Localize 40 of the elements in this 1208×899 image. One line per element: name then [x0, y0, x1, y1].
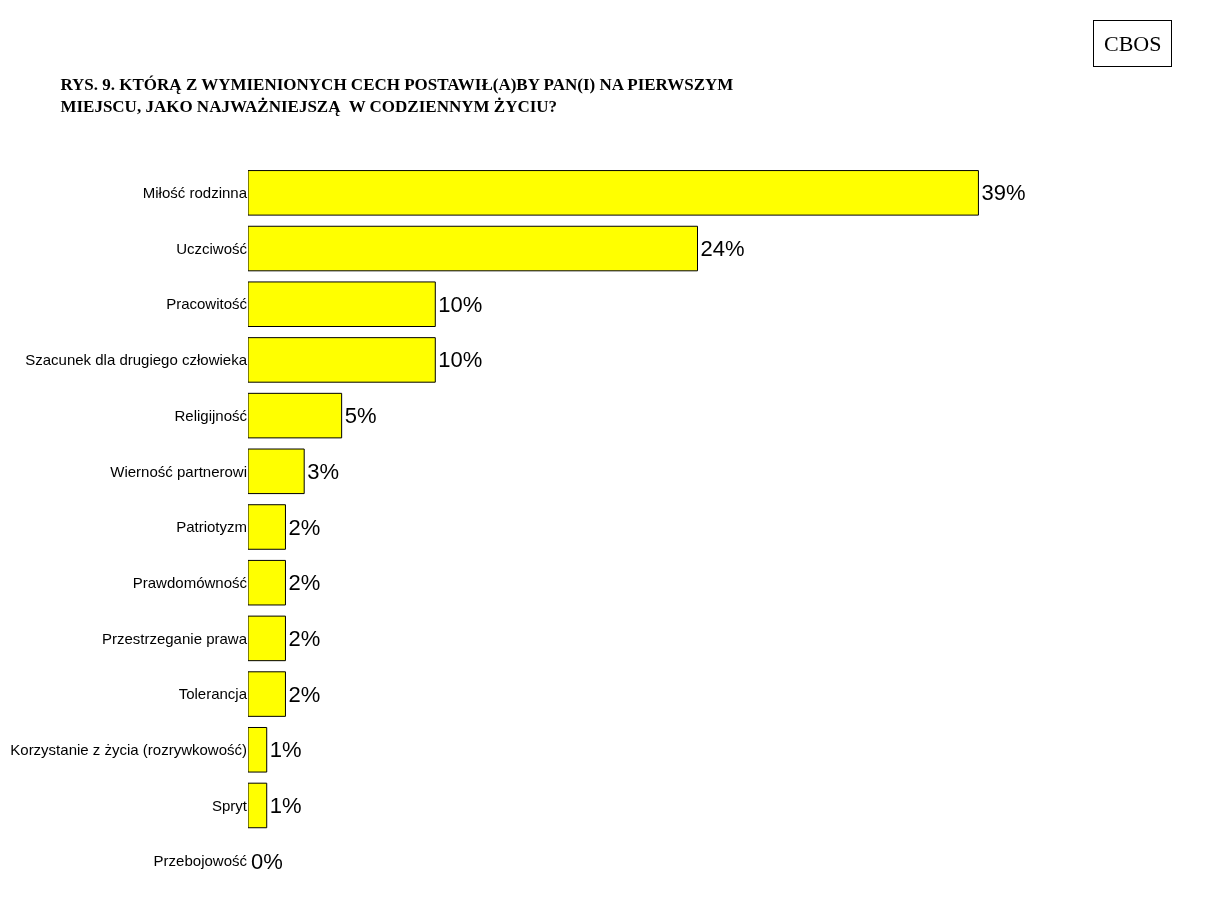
data-label: 2%	[288, 570, 321, 596]
y-tick-label: Tolerancja	[178, 685, 248, 703]
data-label: 1%	[269, 737, 302, 763]
bar	[248, 615, 286, 662]
y-tick-label: Uczciwość	[176, 239, 248, 257]
bar	[248, 170, 979, 216]
y-tick-label: Miłość rodzinna	[142, 184, 248, 202]
y-tick-label: Wierność partnerowi	[110, 462, 247, 480]
bar	[248, 337, 436, 383]
bar	[248, 782, 268, 829]
y-tick-label: Religijność	[174, 406, 248, 424]
data-label: 5%	[344, 403, 377, 429]
y-tick-label: Patriotyzm	[176, 518, 247, 536]
bar	[248, 504, 286, 550]
data-label: 10%	[438, 291, 483, 317]
y-tick-label: Spryt	[211, 796, 248, 814]
bar	[248, 392, 343, 439]
y-tick-label: Szacunek dla drugiego człowieka	[25, 351, 248, 369]
data-label: 39%	[981, 180, 1026, 206]
bar	[248, 671, 286, 717]
data-label: 2%	[288, 514, 321, 540]
bar	[248, 225, 698, 272]
bar	[248, 281, 436, 328]
data-label: 24%	[700, 236, 745, 262]
data-label: 10%	[438, 347, 483, 373]
data-label: 1%	[269, 792, 302, 818]
bar	[248, 448, 305, 495]
y-tick-label: Przestrzeganie prawa	[101, 629, 248, 647]
y-tick-label: Pracowitość	[166, 295, 248, 313]
bar	[248, 559, 286, 606]
y-tick-label: Korzystanie z życia (rozrywkowość)	[10, 741, 247, 759]
y-tick-label: Przebojowość	[153, 852, 248, 870]
bar	[248, 726, 268, 773]
data-label: 0%	[251, 848, 283, 874]
data-label: 3%	[307, 458, 339, 484]
chart-title: RYS. 9. KTÓRĄ Z WYMIENIONYCH CECH POSTAWIŁ(A)BY PAN(I) NA PIERWSZYM MIEJSCU, JAKO NAJWAŻNIEJSZĄ W CODZIENNYM ŻYCIU?	[60, 74, 734, 116]
data-label: 2%	[288, 625, 321, 651]
data-label: 2%	[288, 681, 321, 707]
text: CBOS	[1104, 31, 1162, 56]
y-tick-label: Prawdomówność	[132, 573, 248, 591]
